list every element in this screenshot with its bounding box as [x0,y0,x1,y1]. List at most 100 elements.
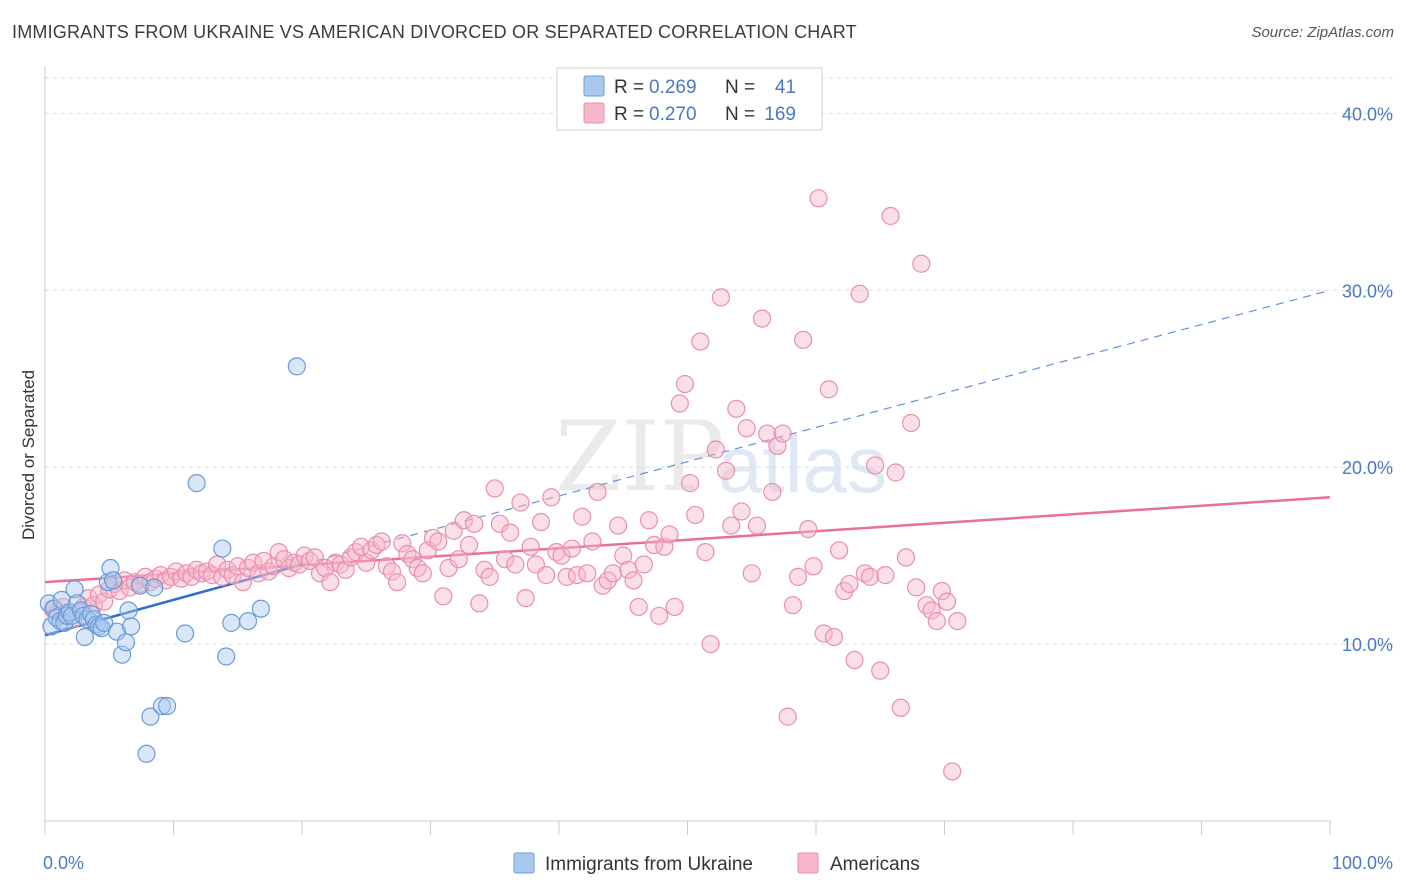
y-tick-labels: 10.0% 20.0% 30.0% 40.0% [1342,104,1393,655]
y-tick-label: 40.0% [1342,104,1393,124]
americans-point [639,511,659,530]
legend-bottom-label-americans: Americans [830,854,920,875]
americans-point [223,566,242,585]
ukraine-point [238,611,258,631]
legend-n-value: 169 [764,104,796,125]
ukraine-point [104,571,123,590]
americans-point [778,707,797,726]
americans-point [300,551,319,571]
americans-point [711,288,731,307]
chart-title: IMMIGRANTS FROM UKRAINE VS AMERICAN DIVO… [12,22,857,42]
legend-r-label: R = [614,77,644,98]
americans-point [408,558,427,578]
americans-point [716,461,736,480]
americans-point [238,558,258,578]
ukraine-point [217,647,236,666]
americans-point [377,557,396,576]
y-axis-title: Divorced or Separated [19,370,38,540]
ukraine-point [65,580,84,599]
americans-point [891,698,910,717]
americans-point [259,562,278,581]
americans-point [485,479,504,498]
ukraine-point [187,474,206,493]
americans-point [804,557,823,576]
americans-point [521,537,540,556]
americans-point [495,550,515,569]
americans-point [321,573,340,592]
ukraine-point [116,633,136,652]
watermark-zip: ZIP [555,401,724,513]
americans-point [937,592,957,611]
legend-bottom-swatch-ukraine [513,852,535,874]
americans-point [850,284,869,303]
americans-point [701,634,720,654]
watermark-atlas: atlas [718,420,887,509]
americans-point [331,555,350,574]
ukraine-point [251,599,270,618]
americans-point [845,650,864,670]
americans-point [465,514,484,533]
ukraine-point [152,696,172,716]
americans-point [917,596,936,615]
americans-point [881,206,900,226]
americans-point [871,661,890,680]
ukraine-point [137,744,156,763]
americans-point [387,573,407,592]
ukraine-point [55,613,74,632]
americans-point [552,546,571,565]
ukraine-point [141,707,160,726]
series-ukraine [39,357,306,763]
americans-point [948,611,967,631]
americans-point [727,399,746,418]
ukraine-point [130,576,150,595]
americans-point [660,525,679,544]
ukraine-point [119,601,138,620]
americans-point [763,482,782,502]
ukraine-point [157,696,177,716]
americans-point [943,762,962,781]
americans-point [706,440,725,459]
americans-point [583,532,602,551]
americans-point [830,541,849,560]
americans-point [588,482,607,502]
americans-point [516,588,535,608]
americans-point [675,374,695,394]
legend-n-label: N = [725,104,755,125]
legend-swatch-ukraine [583,75,605,97]
americans-point [624,571,643,590]
americans-point [922,601,941,620]
americans-point [855,564,874,583]
americans-point [809,189,828,208]
americans-point [280,558,299,578]
legend-top: R = 0.269 N = 41 R = 0.270 N = 169 [556,67,823,131]
y-tick-label: 10.0% [1342,635,1393,655]
americans-point [788,567,808,586]
americans-point [470,594,489,613]
americans-point [434,587,453,606]
americans-point [423,528,443,548]
y-tick-label: 20.0% [1342,458,1393,478]
americans-point [758,424,777,443]
americans-point [264,557,283,576]
ukraine-point [287,357,306,376]
americans-point [403,550,422,569]
americans-point [896,548,916,567]
americans-point [860,567,880,586]
americans-point [783,596,802,615]
americans-point [901,413,921,433]
americans-point [680,474,700,493]
americans-point [562,539,581,558]
americans-point [732,502,751,521]
americans-point [773,424,792,443]
americans-point [876,566,895,585]
americans-point [840,574,859,594]
legend-swatch-americans [583,102,605,124]
americans-point [824,627,844,647]
americans-point [459,535,479,555]
legend-n-label: N = [725,77,755,98]
americans-point [799,520,818,539]
americans-point [634,555,653,574]
legend-bottom: Immigrants from Ukraine Americans [513,852,920,875]
americans-point [670,394,689,413]
